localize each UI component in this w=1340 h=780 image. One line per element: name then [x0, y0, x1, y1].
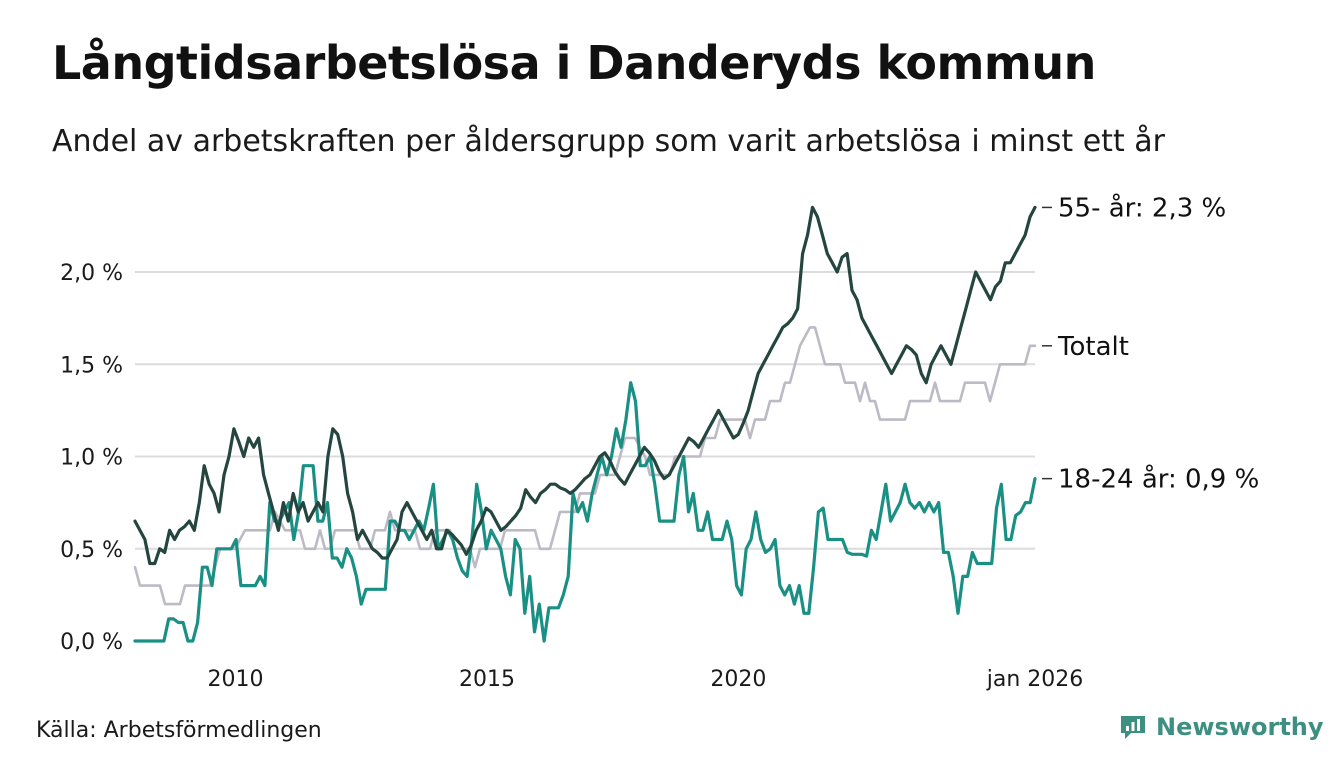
x-tick-label: 2010 — [208, 667, 264, 692]
series-line — [133, 326, 1037, 606]
newsworthy-logo-icon — [1121, 716, 1145, 739]
page-subtitle: Andel av arbetskraften per åldersgrupp s… — [52, 124, 1165, 159]
y-tick-label: 0,5 % — [60, 538, 123, 563]
y-tick-label: 1,0 % — [60, 446, 123, 471]
x-tick-label: 2020 — [710, 667, 766, 692]
y-tick-label: 2,0 % — [60, 261, 123, 286]
series-label: 55- år: 2,3 % — [1058, 192, 1226, 223]
series-label: 18-24 år: 0,9 % — [1058, 464, 1259, 495]
series-line — [133, 381, 1037, 643]
brand[interactable]: Newsworthy — [1118, 712, 1324, 742]
source-label: Källa: Arbetsförmedlingen — [36, 718, 322, 743]
brand-name: Newsworthy — [1156, 713, 1324, 741]
x-tick-label: jan 2026 — [986, 667, 1084, 692]
series-line — [133, 205, 1037, 566]
y-tick-label: 1,5 % — [60, 353, 123, 378]
page-title: Långtidsarbetslösa i Danderyds kommun — [52, 36, 1096, 90]
series-label: Totalt — [1057, 332, 1129, 362]
y-tick-label: 0,0 % — [60, 630, 123, 655]
x-tick-label: 2015 — [459, 667, 515, 692]
